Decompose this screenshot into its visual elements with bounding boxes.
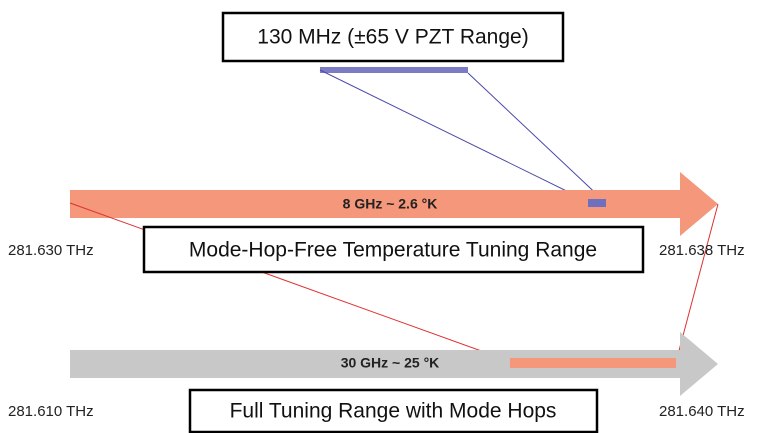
pzt-label: 130 MHz (±65 V PZT Range): [257, 26, 528, 49]
pzt-marker: [588, 199, 606, 207]
temperature-arrow: [70, 172, 718, 236]
connector: [467, 72, 606, 203]
freq-label: 281.630 THz: [8, 242, 94, 259]
freq-label: 281.640 THz: [659, 403, 745, 420]
freq-label: 281.638 THz: [659, 242, 745, 259]
arrow-label: 30 GHz ~ 25 °K: [341, 355, 440, 371]
caption: Mode-Hop-Free Temperature Tuning Range: [189, 239, 597, 262]
arrow-label: 8 GHz ~ 2.6 °K: [343, 196, 438, 212]
pzt-bar: [320, 67, 468, 73]
connector: [319, 69, 590, 203]
freq-label: 281.610 THz: [8, 403, 94, 420]
caption-box: [142, 225, 645, 274]
caption-box: [188, 388, 599, 433]
temperature-span: [510, 358, 676, 368]
pzt-box: [221, 11, 565, 63]
full-arrow: [70, 332, 718, 396]
caption: Full Tuning Range with Mode Hops: [230, 400, 557, 423]
